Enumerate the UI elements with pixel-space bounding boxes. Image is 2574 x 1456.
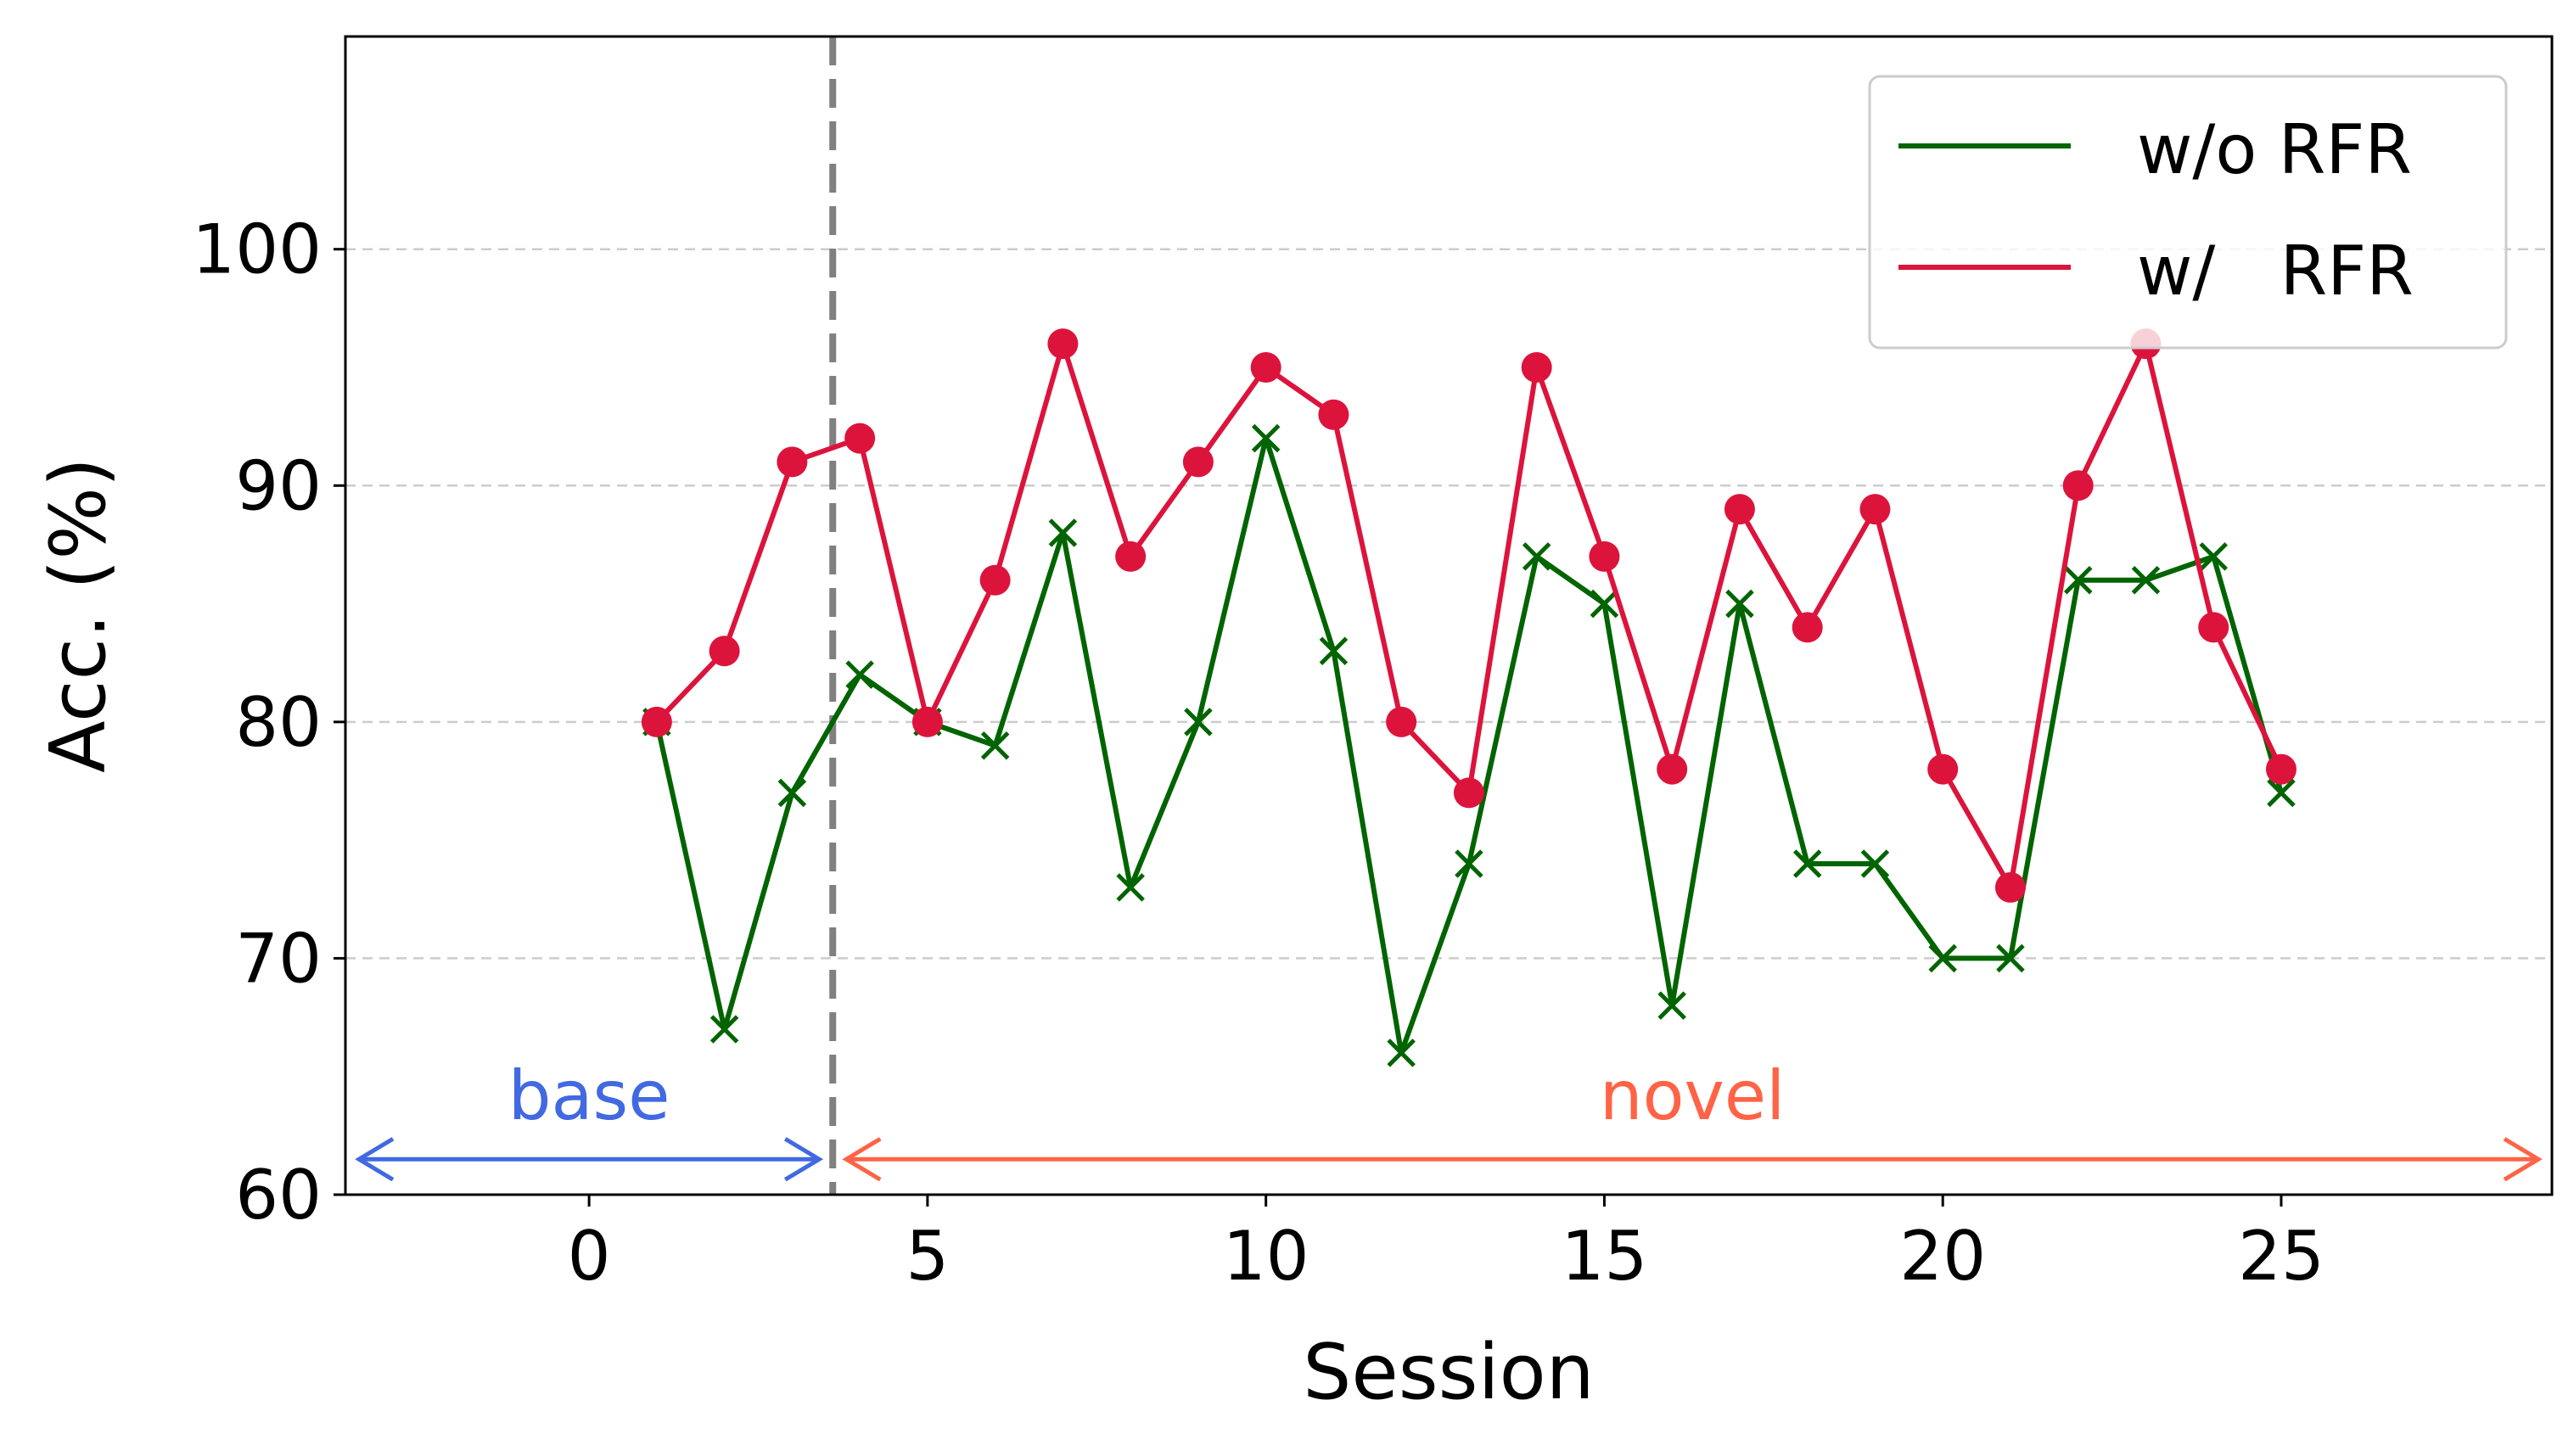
x-axis-label: Session bbox=[1303, 1328, 1594, 1417]
data-point-w-rfr-16 bbox=[1657, 753, 1688, 785]
data-point-w-rfr-19 bbox=[1859, 494, 1891, 525]
data-point-w-o-rfr-19 bbox=[1860, 849, 1890, 878]
data-point-w-rfr-1 bbox=[641, 706, 672, 737]
data-point-w-rfr-6 bbox=[979, 564, 1011, 596]
data-point-w-o-rfr-13 bbox=[1455, 849, 1483, 878]
data-point-w-rfr-11 bbox=[1318, 399, 1349, 430]
x-tick-label-0: 0 bbox=[568, 1217, 611, 1296]
series-layer bbox=[641, 328, 2296, 1067]
data-point-w-rfr-20 bbox=[1927, 753, 1959, 785]
data-point-w-rfr-7 bbox=[1047, 328, 1079, 360]
data-point-w-rfr-12 bbox=[1386, 706, 1417, 737]
data-point-w-o-rfr-22 bbox=[2063, 565, 2093, 595]
plot-frame bbox=[344, 35, 2554, 1196]
data-point-w-rfr-4 bbox=[844, 423, 876, 454]
y-tick-label-100: 100 bbox=[192, 210, 322, 289]
data-point-w-o-rfr-25 bbox=[2267, 778, 2296, 808]
data-point-w-rfr-5 bbox=[911, 706, 943, 737]
base-range-arrow-head-right bbox=[783, 1137, 824, 1182]
data-point-w-rfr-17 bbox=[1724, 494, 1755, 525]
novel-range-arrow-head-left bbox=[842, 1137, 882, 1182]
data-point-w-o-rfr-15 bbox=[1590, 589, 1619, 619]
y-tick-label-60: 60 bbox=[235, 1156, 322, 1235]
data-point-w-rfr-8 bbox=[1115, 540, 1147, 572]
data-point-w-o-rfr-11 bbox=[1319, 636, 1349, 666]
data-point-w-rfr-21 bbox=[1994, 871, 2026, 903]
y-tick-label-70: 70 bbox=[235, 919, 322, 998]
data-point-w-o-rfr-2 bbox=[709, 1015, 739, 1044]
grid-layer bbox=[345, 248, 2552, 960]
data-point-w-rfr-3 bbox=[777, 446, 808, 478]
base-range-arrow-head-left bbox=[355, 1137, 395, 1182]
data-point-w-rfr-14 bbox=[1521, 352, 1552, 383]
legend: w/o RFR w/ RFR bbox=[1868, 75, 2508, 350]
data-point-w-o-rfr-9 bbox=[1184, 708, 1213, 736]
data-point-w-o-rfr-24 bbox=[2199, 542, 2228, 571]
data-point-w-o-rfr-23 bbox=[2131, 565, 2161, 595]
data-point-w-o-rfr-7 bbox=[1048, 518, 1078, 547]
data-point-w-o-rfr-17 bbox=[1725, 589, 1754, 619]
y-axis-label: Acc. (%) bbox=[34, 457, 123, 773]
data-point-w-o-rfr-10 bbox=[1251, 423, 1281, 453]
data-point-w-o-rfr-6 bbox=[980, 731, 1010, 760]
data-point-w-rfr-25 bbox=[2265, 753, 2296, 785]
novel-range-label: novel bbox=[1600, 1056, 1785, 1135]
legend-label-w-rfr: w/ RFR bbox=[2137, 232, 2414, 311]
annotation-layer: base novel bbox=[355, 36, 2543, 1195]
x-tick-label-5: 5 bbox=[906, 1217, 949, 1296]
data-point-w-rfr-13 bbox=[1453, 777, 1484, 809]
data-point-w-o-rfr-14 bbox=[1522, 542, 1551, 571]
data-point-w-o-rfr-21 bbox=[1996, 944, 2025, 973]
data-point-w-rfr-22 bbox=[2062, 470, 2094, 501]
data-point-w-o-rfr-18 bbox=[1792, 849, 1822, 878]
data-point-w-o-rfr-3 bbox=[777, 778, 807, 808]
x-tick-label-20: 20 bbox=[1899, 1217, 1986, 1296]
y-tick-label-90: 90 bbox=[235, 446, 322, 525]
data-point-w-o-rfr-16 bbox=[1657, 991, 1686, 1020]
novel-range-arrow-head-right bbox=[2503, 1137, 2543, 1182]
data-point-w-rfr-15 bbox=[1589, 540, 1620, 572]
series-line-w-o-rfr bbox=[653, 435, 2284, 1056]
base-range-label: base bbox=[508, 1056, 670, 1135]
data-point-w-rfr-18 bbox=[1792, 612, 1823, 643]
data-point-w-o-rfr-8 bbox=[1116, 873, 1145, 902]
x-tick-label-10: 10 bbox=[1223, 1217, 1309, 1296]
data-point-w-o-rfr-12 bbox=[1387, 1039, 1416, 1067]
data-point-w-rfr-9 bbox=[1182, 446, 1214, 478]
x-tick-label-25: 25 bbox=[2238, 1217, 2324, 1296]
data-point-w-rfr-2 bbox=[709, 636, 740, 667]
axis-layer: 60 70 80 90 100 0 5 10 15 20 25 bbox=[192, 210, 2324, 1296]
legend-label-wo-rfr: w/o RFR bbox=[2137, 110, 2412, 189]
x-tick-label-15: 15 bbox=[1562, 1217, 1648, 1296]
data-point-w-o-rfr-20 bbox=[1928, 944, 1957, 973]
data-point-w-rfr-24 bbox=[2198, 612, 2229, 643]
data-point-w-rfr-10 bbox=[1250, 352, 1281, 383]
y-tick-label-80: 80 bbox=[235, 683, 322, 762]
data-point-w-o-rfr-4 bbox=[845, 660, 874, 689]
